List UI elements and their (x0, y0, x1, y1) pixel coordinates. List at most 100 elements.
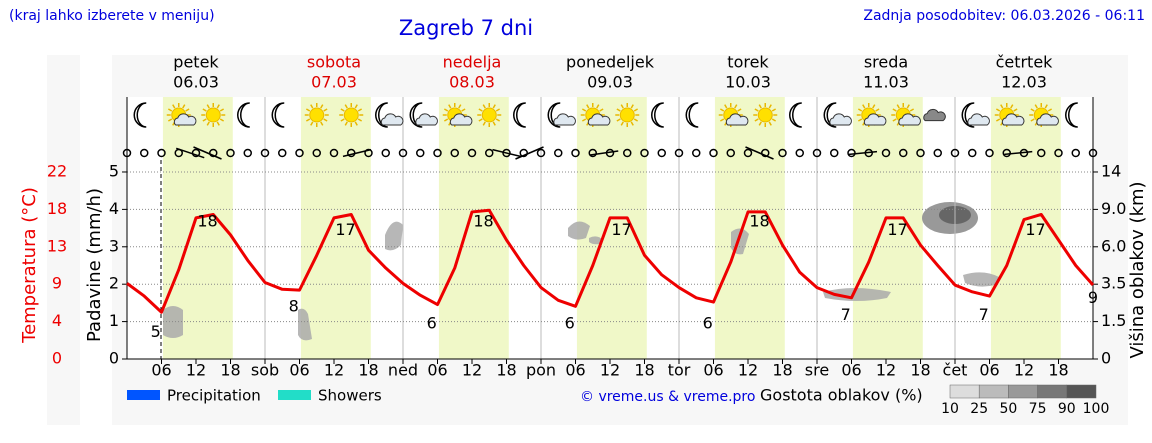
sun-ray (737, 108, 742, 112)
wind-barb (1004, 150, 1033, 156)
sun-ray (172, 104, 176, 109)
sun-ray (1034, 104, 1038, 109)
wind-calm (743, 148, 753, 158)
sun-ray (323, 108, 328, 112)
sun-ray (495, 108, 501, 112)
sun-ray (724, 104, 728, 109)
x-tick-label: tor (668, 361, 691, 380)
cloud (380, 113, 404, 126)
weather-icon (442, 103, 473, 127)
wind-calm (881, 148, 891, 158)
weather-icon (409, 102, 438, 128)
x-tick-label: 18 (1048, 361, 1068, 380)
wind-calm (312, 148, 321, 158)
cloud (725, 113, 749, 126)
legend-swatch (278, 390, 311, 400)
moon (823, 102, 837, 128)
sun-ray (340, 118, 345, 122)
weather-icon (513, 102, 526, 128)
sun-ray (906, 104, 910, 109)
x-tick-label: 12 (1014, 361, 1034, 380)
sun-ray (478, 118, 483, 122)
sun-ray (1030, 108, 1035, 112)
sun-ray (768, 121, 772, 126)
sun-ray (596, 104, 600, 109)
weather-icon (789, 102, 802, 128)
sun-ray (354, 121, 358, 126)
cloud (173, 113, 197, 126)
weather-icon (133, 102, 147, 128)
sun-ray (620, 104, 624, 109)
note: (kraj lahko izberete v meniju) (9, 8, 215, 24)
wind-calm (1054, 148, 1063, 158)
sun-ray (1030, 118, 1035, 122)
sun-ray (862, 104, 866, 109)
temperature-label: 17 (887, 220, 907, 239)
credit: © vreme.us & vreme.pro (580, 389, 755, 405)
sun-ray (354, 104, 358, 109)
day-date: 06.03 (173, 73, 219, 92)
cloud-legend-box (949, 384, 980, 399)
cloud-legend-box (1008, 384, 1038, 399)
weather-icon (201, 103, 226, 127)
wind-calm (812, 148, 822, 158)
x-tick-label: 12 (738, 361, 758, 380)
weather-icon (375, 102, 404, 128)
wind-calm (140, 148, 149, 158)
sun (481, 107, 497, 123)
sun-ray (219, 108, 225, 112)
cloud-legend-box (978, 384, 1009, 399)
cloud-legend-box (1037, 384, 1068, 399)
temperature-label: 18 (197, 211, 217, 230)
sun-ray (357, 108, 363, 112)
temp-tick-label: 4 (52, 311, 62, 330)
sun-ray (892, 118, 897, 122)
weather-icon (923, 108, 946, 122)
y-tick-label: 1 (109, 311, 119, 330)
x-tick-label: 18 (772, 361, 792, 380)
moon (271, 102, 285, 128)
sun (343, 107, 359, 123)
sun-ray (754, 118, 759, 122)
sun-ray (492, 121, 496, 126)
sun-ray (758, 104, 762, 109)
y-tick-label: 4 (109, 199, 119, 218)
wind-calm (554, 148, 563, 158)
sun-ray (892, 108, 897, 112)
temperature-label: 18 (749, 211, 769, 230)
sun (205, 107, 221, 123)
wind-calm (657, 148, 666, 158)
moon (237, 102, 250, 128)
wind-calm (485, 148, 494, 158)
sun-ray (1000, 104, 1004, 109)
cloud-legend-label: 75 (1029, 401, 1047, 417)
x-tick-label: čet (943, 361, 968, 380)
temperature-label: 7 (841, 305, 851, 324)
weather-icon (547, 102, 576, 128)
sun-ray (305, 118, 311, 122)
sun-ray (202, 108, 207, 112)
sun-ray (630, 104, 634, 109)
sun-ray (182, 104, 186, 109)
sun-ray (872, 104, 876, 109)
wind-calm (536, 148, 546, 158)
sun-ray (320, 121, 324, 126)
temperature-label: 17 (611, 220, 631, 239)
sun-ray (630, 121, 634, 126)
cloud (1036, 113, 1059, 126)
temperature-label: 8 (289, 296, 299, 315)
wind-calm (329, 148, 339, 158)
moon (651, 102, 664, 128)
day-name: četrtek (996, 53, 1054, 72)
x-tick-label: 06 (289, 361, 309, 380)
y2-tick-label: 0 (1101, 349, 1111, 368)
y-tick-label: 3 (109, 236, 119, 255)
weather-icon (477, 103, 502, 127)
sun-ray (495, 118, 501, 122)
wind-calm (588, 148, 597, 158)
wind-calm (985, 148, 994, 158)
cloud (587, 113, 611, 126)
weather-icon (685, 102, 699, 128)
day-date: 11.03 (863, 73, 909, 92)
day-name: sreda (864, 53, 908, 72)
